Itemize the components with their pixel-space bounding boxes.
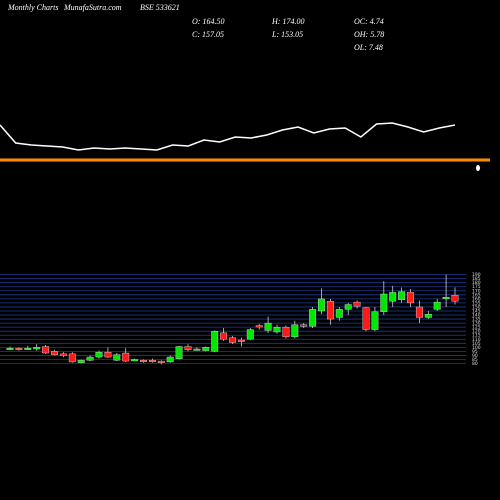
candle-body	[433, 301, 441, 310]
candle-body	[407, 292, 414, 304]
y-tick-label: 190	[472, 272, 481, 278]
oh: OH: 5.78	[354, 30, 384, 39]
candle-body	[264, 322, 272, 331]
candle-body	[371, 311, 379, 330]
candle-body	[398, 291, 406, 300]
y-tick-label: 170	[472, 288, 481, 294]
candle-body	[202, 347, 210, 351]
candle-body	[237, 339, 245, 342]
candle-body	[33, 347, 41, 350]
candle-body	[86, 356, 94, 361]
level-line	[0, 158, 490, 162]
ol: OL: 7.48	[354, 43, 383, 52]
candle-body	[24, 347, 32, 350]
candle-body	[68, 353, 76, 363]
y-tick-label: 155	[472, 300, 481, 306]
candle-body	[282, 326, 290, 338]
candle-body	[113, 354, 121, 361]
y-tick-label: 145	[472, 308, 481, 314]
y-tick-label: 125	[472, 325, 481, 331]
candle-body	[424, 314, 432, 318]
y-tick-label: 160	[472, 296, 481, 302]
candle-body	[148, 360, 156, 362]
candle-body	[193, 348, 201, 351]
y-tick-label: 95	[472, 349, 478, 355]
y-tick-label: 135	[472, 317, 481, 323]
candle-body	[389, 292, 397, 302]
candle-body	[326, 301, 334, 320]
candle-body	[300, 324, 308, 327]
y-tick-label: 140	[472, 313, 481, 319]
candle-body	[104, 352, 112, 358]
y-tick-label: 115	[472, 333, 481, 339]
y-tick-label: 80	[472, 361, 478, 367]
candle-body	[362, 307, 370, 330]
candle-body	[42, 346, 50, 354]
marker-dot	[476, 165, 480, 171]
candle-body	[246, 329, 254, 340]
candle-body	[131, 359, 139, 362]
y-tick-label: 110	[472, 337, 481, 343]
candle-body	[211, 331, 219, 352]
y-tick-label: 85	[472, 357, 478, 363]
candle-body	[15, 347, 23, 350]
candle-body	[318, 298, 325, 312]
candle-body	[140, 360, 147, 362]
y-tick-label: 185	[472, 276, 481, 282]
y-tick-label: 165	[472, 292, 481, 298]
candle-body	[220, 332, 228, 340]
symbol: BSE 533621	[140, 3, 180, 12]
candle-body	[122, 352, 130, 362]
candle-body	[442, 297, 450, 300]
candle-body	[451, 295, 459, 302]
oc: OC: 4.74	[354, 17, 384, 26]
candle-body	[166, 356, 174, 363]
candle-body	[344, 304, 352, 310]
indicator-line	[0, 122, 456, 151]
candle-body	[291, 324, 299, 338]
y-tick-label: 105	[472, 341, 481, 347]
y-tick-label: 90	[472, 353, 478, 359]
y-tick-label: 180	[472, 280, 481, 286]
candle-body	[6, 347, 14, 350]
candle-body	[59, 353, 67, 356]
site-label: Monthly Charts	[7, 3, 58, 12]
candle-body	[255, 325, 263, 328]
close: C: 157.05	[192, 30, 224, 39]
candle-body	[415, 306, 423, 318]
candle-body	[309, 309, 317, 327]
candle-body	[229, 337, 236, 343]
candle-body	[353, 301, 361, 307]
candle-body	[175, 346, 183, 359]
candle-body	[95, 352, 103, 358]
y-tick-label: 100	[472, 345, 481, 351]
candle-body	[273, 326, 281, 333]
site: MunafaSutra.com	[63, 3, 122, 12]
y-tick-label: 175	[472, 284, 481, 290]
candle-body	[184, 346, 192, 350]
candle-body	[51, 351, 58, 355]
y-tick-label: 120	[472, 329, 481, 335]
candle-body	[77, 360, 85, 363]
candle-body	[335, 309, 343, 318]
y-tick-label: 130	[472, 321, 481, 327]
y-tick-label: 150	[472, 304, 481, 310]
open: O: 164.50	[192, 17, 224, 26]
candle-body	[157, 360, 165, 363]
candle-body	[380, 293, 388, 312]
high: H: 174.00	[271, 17, 304, 26]
low: L: 153.05	[271, 30, 303, 39]
